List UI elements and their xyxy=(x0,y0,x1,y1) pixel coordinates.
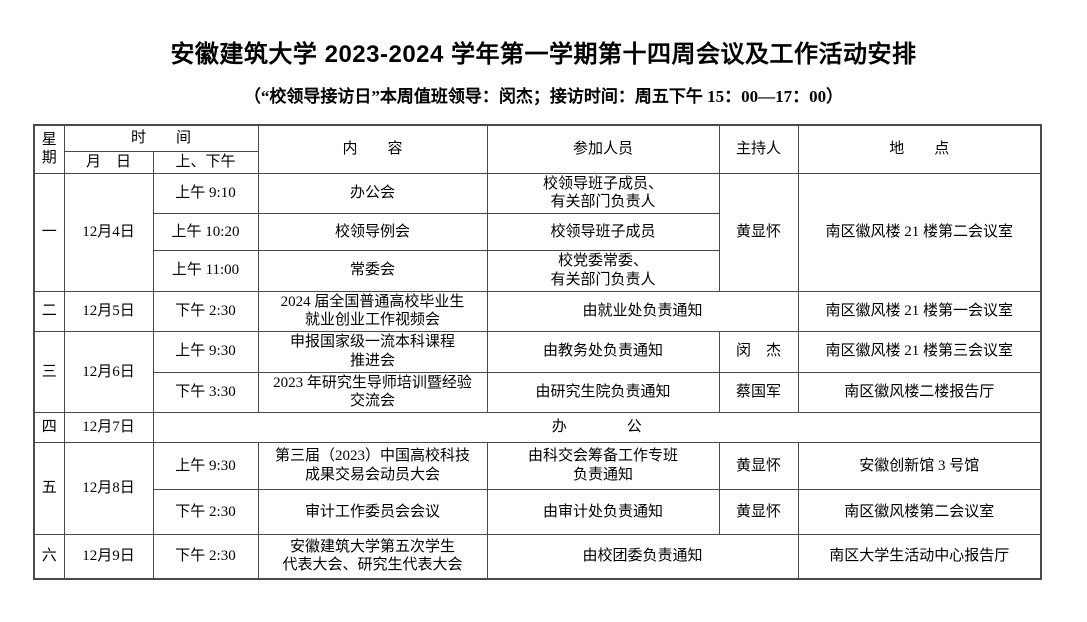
table-row: 上午 10:20 校领导例会 校领导班子成员 xyxy=(34,213,1041,251)
table-cell: 安徽创新馆 3 号馆 xyxy=(797,442,1042,490)
table-cell: 黄显怀 xyxy=(718,489,799,535)
table-cell: 南区徽风楼第二会议室 xyxy=(797,489,1042,535)
table-cell: 办 公 xyxy=(152,412,1042,443)
table-cell: 由校团委负责通知 xyxy=(486,534,799,579)
table-cell: 蔡国军 xyxy=(718,371,799,413)
table-row: 上午 11:00 常委会 校党委常委、 有关部门负责人 xyxy=(34,250,1041,292)
col-header-participants: 参加人员 xyxy=(486,124,720,174)
table-cell: 上午 10:20 xyxy=(152,213,259,251)
col-header-day: 星期 xyxy=(33,124,65,174)
table-cell: 12月9日 xyxy=(63,534,154,579)
col-header-host: 主持人 xyxy=(718,124,799,174)
table-row: 二 12月5日 下午 2:30 2024 届全国普通高校毕业生 就业创业工作视频会 由就… xyxy=(33,290,1042,332)
table-row: 一 12月4日 上午 9:10 办公会 校领导班子成员、 有关部门负责人 黄显怀 南区徽风楼… xyxy=(33,172,1042,292)
table-cell: 南区大学生活动中心报告厅 xyxy=(797,534,1042,579)
table-cell: 下午 2:30 xyxy=(152,489,259,535)
table-cell: 二 xyxy=(33,290,65,332)
table-cell: 南区徽风楼 21 楼第二会议室 xyxy=(797,172,1042,292)
table-cell: 南区徽风楼二楼报告厅 xyxy=(797,371,1042,413)
table-cell: 六 xyxy=(33,534,65,579)
table-cell: 2024 届全国普通高校毕业生 就业创业工作视频会 xyxy=(257,290,488,332)
table-cell: 南区徽风楼 21 楼第三会议室 xyxy=(797,331,1042,373)
table-cell: 校领导班子成员 xyxy=(486,213,720,251)
table-cell: 由就业处负责通知 xyxy=(486,290,799,332)
table-cell: 南区徽风楼 21 楼第一会议室 xyxy=(797,290,1042,332)
table-cell: 校领导例会 xyxy=(257,213,488,251)
col-header-location: 地 点 xyxy=(797,124,1042,174)
table-cell: 四 xyxy=(33,412,65,443)
table-cell: 下午 3:30 xyxy=(152,371,259,413)
table-cell: 校党委常委、 有关部门负责人 xyxy=(486,250,720,292)
table-cell: 常委会 xyxy=(257,250,488,292)
table-cell: 下午 2:30 xyxy=(152,290,259,332)
table-row: 下午 3:30 2023 年研究生导师培训暨经验 交流会 由研究生院负责通知 蔡国军南… xyxy=(34,371,1042,413)
table-cell: 下午 2:30 xyxy=(152,534,259,579)
table-cell: 由科交会筹备工作专班 负责通知 xyxy=(486,442,720,490)
header-row-1: 星期 时 间 内 容 参加人员 主持人 地 点 xyxy=(33,124,1042,174)
table-cell: 由研究生院负责通知 xyxy=(486,371,720,413)
table-cell: 上午 11:00 xyxy=(152,250,259,292)
table-cell: 校领导班子成员、 有关部门负责人 xyxy=(486,172,720,214)
table-cell: 第三届（2023）中国高校科技 成果交易会动员大会 xyxy=(257,442,488,490)
table-cell: 黄显怀 xyxy=(718,172,799,292)
table-cell: 上午 9:30 xyxy=(152,331,259,373)
table-row: 五 12月8日 上午 9:30 第三届（2023）中国高校科技 成果交易会动员大会 由科… xyxy=(33,442,1042,535)
table-row: 四 12月7日办 公 xyxy=(33,412,1042,443)
col-header-date: 月 日 xyxy=(63,150,154,174)
col-header-content: 内 容 xyxy=(257,124,488,174)
col-header-time: 时 间 xyxy=(63,124,259,152)
table-cell: 闵 杰 xyxy=(718,331,799,373)
table-cell: 审计工作委员会会议 xyxy=(257,489,488,535)
schedule-table: 星期 时 间 内 容 参加人员 主持人 地 点 月 日 上、下午 一 12月4日上… xyxy=(33,124,1043,580)
col-header-ampm: 上、下午 xyxy=(152,150,259,174)
table-cell: 安徽建筑大学第五次学生 代表大会、研究生代表大会 xyxy=(257,534,488,579)
table-cell: 12月8日 xyxy=(63,442,154,535)
table-cell: 申报国家级一流本科课程 推进会 xyxy=(257,331,488,373)
table-cell: 一 xyxy=(33,172,65,292)
page-title: 安徽建筑大学 2023-2024 学年第一学期第十四周会议及工作活动安排 xyxy=(170,41,917,68)
table-row: 下午 2:30 审计工作委员会会议 由审计处负责通知 黄显怀 南区徽风楼第二会议室 xyxy=(34,489,1042,535)
table-row: 六 12月9日 下午 2:30 安徽建筑大学第五次学生 代表大会、研究生代表大会 由校团… xyxy=(33,534,1042,579)
table-cell: 上午 9:30 xyxy=(152,442,259,490)
table-cell: 12月5日 xyxy=(63,290,154,332)
table-cell: 12月4日 xyxy=(63,172,154,292)
table-cell: 五 xyxy=(33,442,65,535)
table-cell: 12月6日 xyxy=(63,331,154,413)
table-row: 三 12月6日 上午 9:30 申报国家级一流本科课程 推进会 由教务处负责通知闵 杰南… xyxy=(33,331,1042,413)
table-cell: 黄显怀 xyxy=(718,442,799,490)
table-cell: 由教务处负责通知 xyxy=(486,331,720,373)
table-cell: 2023 年研究生导师培训暨经验 交流会 xyxy=(257,371,488,413)
table-cell: 三 xyxy=(33,331,65,413)
page-subtitle: （“校领导接访日”本周值班领导：闵杰；接访时间：周五下午 15：00—17：00… xyxy=(243,87,844,106)
header-row-2: 月 日 上、下午 xyxy=(34,150,1041,174)
table-cell: 办公会 xyxy=(257,172,488,214)
table-cell: 上午 9:10 xyxy=(152,172,259,214)
schedule-table-body: 一 12月4日 上午 9:10 办公会 校领导班子成员、 有关部门负责人 黄显怀 南区徽风楼… xyxy=(33,172,1042,579)
table-cell: 12月7日 xyxy=(63,412,154,443)
table-cell: 由审计处负责通知 xyxy=(486,489,720,535)
